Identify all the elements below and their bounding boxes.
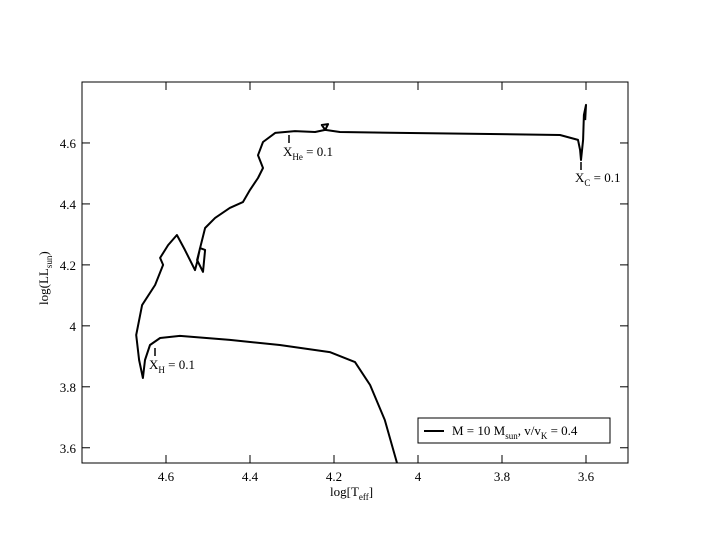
- x-axis-label-sub: eff: [359, 492, 369, 502]
- legend-label-part: , v/v: [518, 423, 542, 438]
- legend-label: M = 10 Msun, v/vK = 0.4: [452, 423, 578, 441]
- legend-label-sub: K: [541, 431, 548, 441]
- y-axis-label: log(LLsun): [36, 251, 54, 305]
- annotation-sub: C: [584, 178, 590, 188]
- x-tick-label: 4: [415, 469, 422, 484]
- annotation-sub: He: [292, 152, 303, 162]
- plot-frame: [81, 81, 629, 464]
- annotation-part: X: [575, 170, 585, 185]
- annotation: XC = 0.1: [575, 170, 621, 188]
- y-tick-label: 4.4: [60, 197, 77, 212]
- x-tick-label: 4.2: [326, 469, 342, 484]
- x-tick-label: 3.8: [494, 469, 510, 484]
- annotation: XH = 0.1: [149, 357, 195, 375]
- legend-label-part: M = 10 M: [452, 423, 506, 438]
- y-tick-label: 4.6: [60, 136, 77, 151]
- legend-label-sub: sun: [505, 431, 518, 441]
- y-axis-label-part: ): [36, 251, 51, 255]
- y-axis-label-sub: sun: [44, 255, 54, 268]
- y-tick-label: 3.6: [60, 441, 77, 456]
- legend-box: [417, 417, 611, 444]
- x-axis-label-part: log[T: [330, 484, 359, 499]
- y-tick-label: 4.2: [60, 258, 76, 273]
- y-axis-label-part: log(LL: [36, 268, 51, 305]
- annotation-part: X: [149, 357, 159, 372]
- annotation-part: = 0.1: [165, 357, 195, 372]
- track-line: [135, 103, 587, 464]
- x-axis-label: log[Teff]: [330, 484, 373, 502]
- annotation: XHe = 0.1: [283, 144, 333, 162]
- annotation-part: = 0.1: [303, 144, 333, 159]
- annotation-part: = 0.1: [590, 170, 620, 185]
- annotation-sub: H: [158, 365, 165, 375]
- x-tick-label: 4.6: [158, 469, 175, 484]
- annotation-part: X: [283, 144, 293, 159]
- x-axis-label-part: ]: [369, 484, 373, 499]
- legend-label-part: = 0.4: [547, 423, 578, 438]
- y-tick-label: 4: [70, 319, 77, 334]
- x-tick-label: 4.4: [242, 469, 259, 484]
- x-tick-label: 3.6: [578, 469, 595, 484]
- y-tick-label: 3.8: [60, 380, 76, 395]
